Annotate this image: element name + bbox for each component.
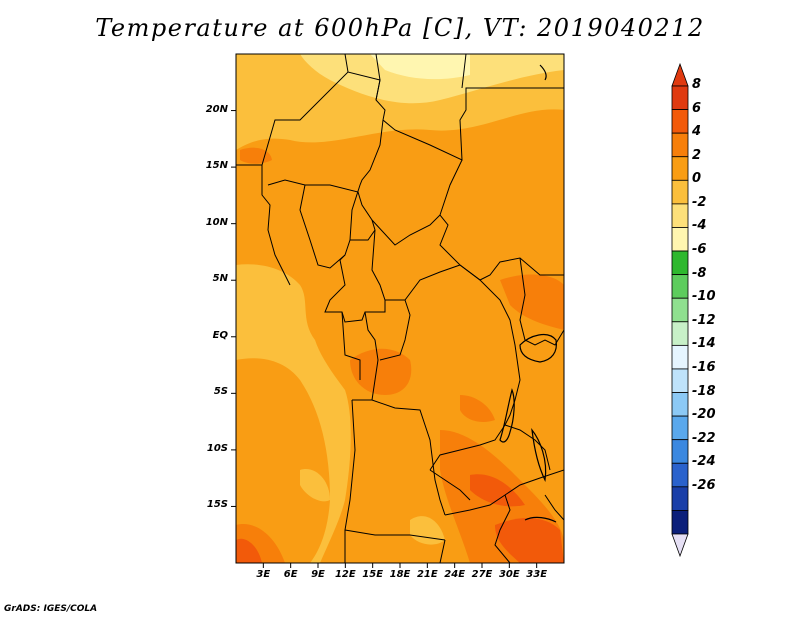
colorbar-segment <box>671 392 689 417</box>
colorbar-segment <box>671 415 689 441</box>
colorbar-level-label: -18 <box>692 383 716 399</box>
colorbar-level-label: -2 <box>692 194 707 210</box>
colorbar-level-label: -24 <box>692 454 716 470</box>
colorbar-level-label: -22 <box>692 430 716 446</box>
lat-tick-label: 5N <box>212 273 228 285</box>
colorbar-segment <box>671 368 689 393</box>
colorbar-segment <box>671 510 689 535</box>
longitude-ticks <box>262 563 538 568</box>
lon-tick-label: 33E <box>526 569 548 580</box>
lon-tick-label: 21E <box>416 569 438 580</box>
colorbar-segment <box>671 439 689 464</box>
colorbar-level-label: 0 <box>692 171 702 187</box>
lat-tick-label: 15S <box>206 499 228 511</box>
lakes <box>499 64 557 523</box>
colorbar-level-label: 8 <box>692 77 702 92</box>
lat-tick-label: EQ <box>212 329 228 341</box>
lon-tick-label: 18E <box>389 569 411 580</box>
colorbar-level-label: -10 <box>692 289 716 305</box>
colorbar-bottom-arrow <box>671 533 689 558</box>
colorbar-segment <box>671 156 689 181</box>
grads-credit: GrADS: IGES/COLA <box>4 604 98 614</box>
lon-tick-label: 27E <box>471 569 493 580</box>
map-title: Temperature at 600hPa [C], VT: 201904021… <box>95 14 705 42</box>
lat-tick-label: 20N <box>205 103 228 115</box>
colorbar-level-label: -26 <box>692 477 716 493</box>
colorbar-level-label: -12 <box>692 312 716 328</box>
colorbar-level-label: -6 <box>692 242 707 258</box>
colorbar-segment <box>671 227 689 252</box>
colorbar-level-label: 2 <box>692 147 702 163</box>
lon-tick-label: 30E <box>498 569 520 580</box>
colorbar-segment <box>671 321 689 346</box>
lon-tick-label: 15E <box>362 569 384 580</box>
lon-tick-label: 9E <box>311 569 325 580</box>
temperature-field <box>236 54 564 563</box>
lat-tick-label: 5S <box>213 386 228 398</box>
colorbar-segment <box>671 179 689 205</box>
colorbar-segment <box>671 486 689 511</box>
latitude-ticks <box>231 110 236 507</box>
lon-tick-label: 12E <box>334 569 356 580</box>
colorbar-top-arrow <box>671 62 689 87</box>
colorbar-segment <box>671 203 689 228</box>
lon-tick-label: 24E <box>444 569 466 580</box>
colorbar <box>671 62 689 558</box>
colorbar-segment <box>671 250 689 276</box>
lat-tick-label: 10S <box>206 442 228 454</box>
lat-tick-label: 15N <box>205 160 228 172</box>
colorbar-segment <box>671 109 689 134</box>
lon-tick-label: 3E <box>256 569 271 580</box>
colorbar-segment <box>671 274 689 299</box>
colorbar-level-label: 4 <box>692 124 702 140</box>
lon-tick-label: 6E <box>283 569 298 580</box>
country-boundaries <box>236 54 564 563</box>
colorbar-segment <box>671 462 689 488</box>
colorbar-level-label: -20 <box>692 407 716 423</box>
lat-tick-label: 10N <box>205 216 228 228</box>
colorbar-segment <box>671 344 689 370</box>
colorbar-level-label: -8 <box>692 265 707 281</box>
colorbar-level-label: 6 <box>692 100 702 116</box>
colorbar-segment <box>671 297 689 323</box>
colorbar-segment <box>671 85 689 110</box>
colorbar-segment <box>671 132 689 158</box>
colorbar-level-label: -4 <box>692 218 707 234</box>
colorbar-level-label: -14 <box>692 336 716 352</box>
colorbar-level-label: -16 <box>692 359 716 375</box>
